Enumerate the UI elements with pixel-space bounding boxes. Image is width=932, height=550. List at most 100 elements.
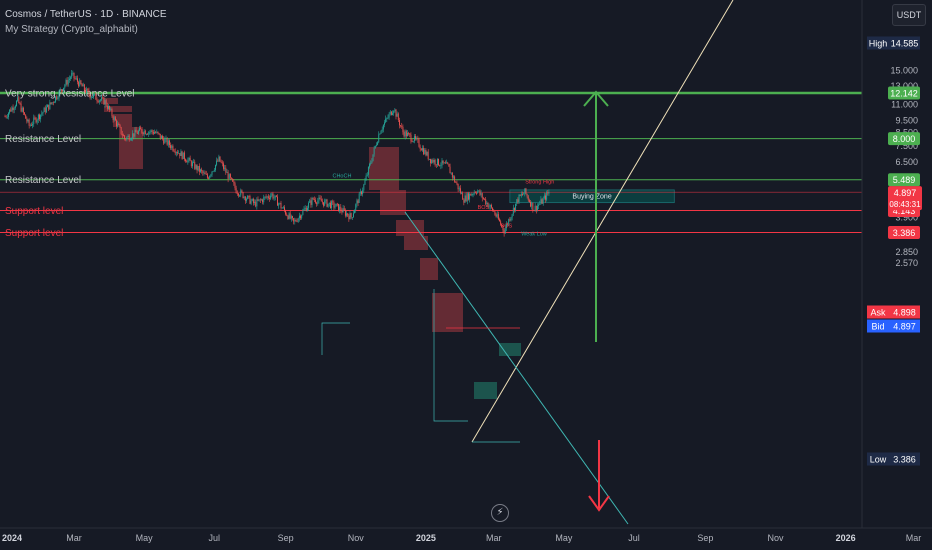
candle xyxy=(273,194,275,201)
candle-body xyxy=(463,199,465,203)
candle-body xyxy=(298,215,300,219)
strategy-name[interactable]: My Strategy (Crypto_alphabit) xyxy=(5,24,138,35)
candle-body xyxy=(36,119,38,123)
candle xyxy=(81,82,83,87)
candle xyxy=(123,133,124,137)
candle-body xyxy=(284,207,285,211)
candle xyxy=(66,77,68,87)
candle-body xyxy=(515,203,517,211)
candle xyxy=(377,141,379,146)
candle xyxy=(35,117,37,124)
candle-body xyxy=(257,199,259,201)
currency-button[interactable]: USDT xyxy=(892,4,926,26)
candle-body xyxy=(464,195,466,203)
candle-body xyxy=(532,202,534,211)
candle xyxy=(418,137,420,148)
candle-body xyxy=(395,109,397,117)
candle-body xyxy=(114,117,116,121)
candle-body xyxy=(239,195,241,197)
candle-body xyxy=(209,175,211,179)
candle xyxy=(56,94,58,101)
candle xyxy=(160,134,162,139)
candle xyxy=(213,167,215,173)
candle-body xyxy=(50,102,52,104)
candle xyxy=(340,203,342,214)
candle xyxy=(221,160,223,167)
candle-body xyxy=(472,194,474,195)
candle-body xyxy=(67,79,69,85)
candle xyxy=(141,128,143,134)
candle-body xyxy=(274,195,276,198)
candle-body xyxy=(378,134,380,143)
candle-body xyxy=(201,169,203,171)
candle xyxy=(534,202,536,212)
candle xyxy=(296,218,298,223)
candle-body xyxy=(480,193,482,195)
lightning-icon[interactable]: ⚡︎ xyxy=(491,504,509,522)
symbol-title[interactable]: Cosmos / TetherUS · 1D · BINANCE xyxy=(5,9,167,20)
candle-body xyxy=(31,124,32,126)
candle-body xyxy=(186,161,188,163)
candle xyxy=(211,171,213,177)
candle-body xyxy=(221,162,223,164)
level-tag-text: 12.142 xyxy=(890,89,918,99)
candle-body xyxy=(484,198,485,200)
candle-body xyxy=(489,205,491,207)
candle xyxy=(525,187,527,195)
order-block xyxy=(113,114,132,127)
candle xyxy=(385,115,387,124)
candle xyxy=(294,217,296,225)
candle xyxy=(488,203,490,210)
candle xyxy=(364,178,366,185)
candle xyxy=(389,109,391,116)
candle-body xyxy=(22,107,24,113)
candle-body xyxy=(479,190,481,195)
candle xyxy=(100,98,101,103)
candle-body xyxy=(71,72,73,78)
candle xyxy=(363,183,365,193)
candle-body xyxy=(109,106,111,110)
candle-body xyxy=(133,133,135,137)
candle xyxy=(124,135,126,141)
candle-body xyxy=(159,133,161,139)
candle-body xyxy=(447,162,449,164)
candle xyxy=(223,161,224,171)
candle-body xyxy=(256,199,258,207)
candle xyxy=(470,193,472,196)
candle xyxy=(240,188,242,198)
candle xyxy=(16,100,17,107)
candle-body xyxy=(509,219,511,221)
candle-body xyxy=(304,207,306,210)
candle xyxy=(323,202,324,208)
candle-body xyxy=(285,210,287,215)
time-axis[interactable]: 2024 Mar May Jul Sep Nov 2025 Mar May Jul Sep Nov 20… xyxy=(0,527,932,543)
candle xyxy=(108,103,109,110)
candle xyxy=(327,203,329,208)
candle-body xyxy=(462,192,464,200)
candle-body xyxy=(346,213,347,216)
candle xyxy=(472,193,474,198)
candle-body xyxy=(216,160,218,165)
candle-body xyxy=(349,213,351,220)
candle-body xyxy=(136,132,138,134)
candle xyxy=(265,194,267,199)
candle-body xyxy=(18,97,20,103)
candle-body xyxy=(47,104,48,108)
candle xyxy=(252,197,254,206)
candle-body xyxy=(457,183,459,190)
candle xyxy=(203,169,205,176)
candle-body xyxy=(35,118,37,123)
candle xyxy=(244,196,246,204)
candle-body xyxy=(519,194,521,196)
candle-body xyxy=(518,194,520,202)
candle xyxy=(152,130,154,136)
candle xyxy=(482,196,484,200)
candle xyxy=(47,104,48,108)
candle-body xyxy=(300,215,301,219)
price-axis[interactable]: 15.00013.00011.0009.5008.5007.5006.5004.… xyxy=(861,0,918,528)
candle xyxy=(258,199,260,202)
candle-body xyxy=(33,117,35,125)
candle-body xyxy=(493,210,495,212)
candle xyxy=(185,158,186,163)
